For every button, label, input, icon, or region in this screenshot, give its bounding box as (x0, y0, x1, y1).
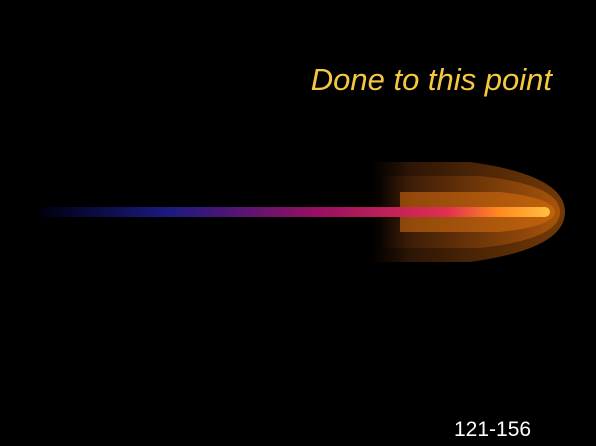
slide-footer: 121-156 (454, 418, 532, 441)
comet-line (40, 207, 550, 217)
slide-title: Done to this point (310, 62, 552, 97)
